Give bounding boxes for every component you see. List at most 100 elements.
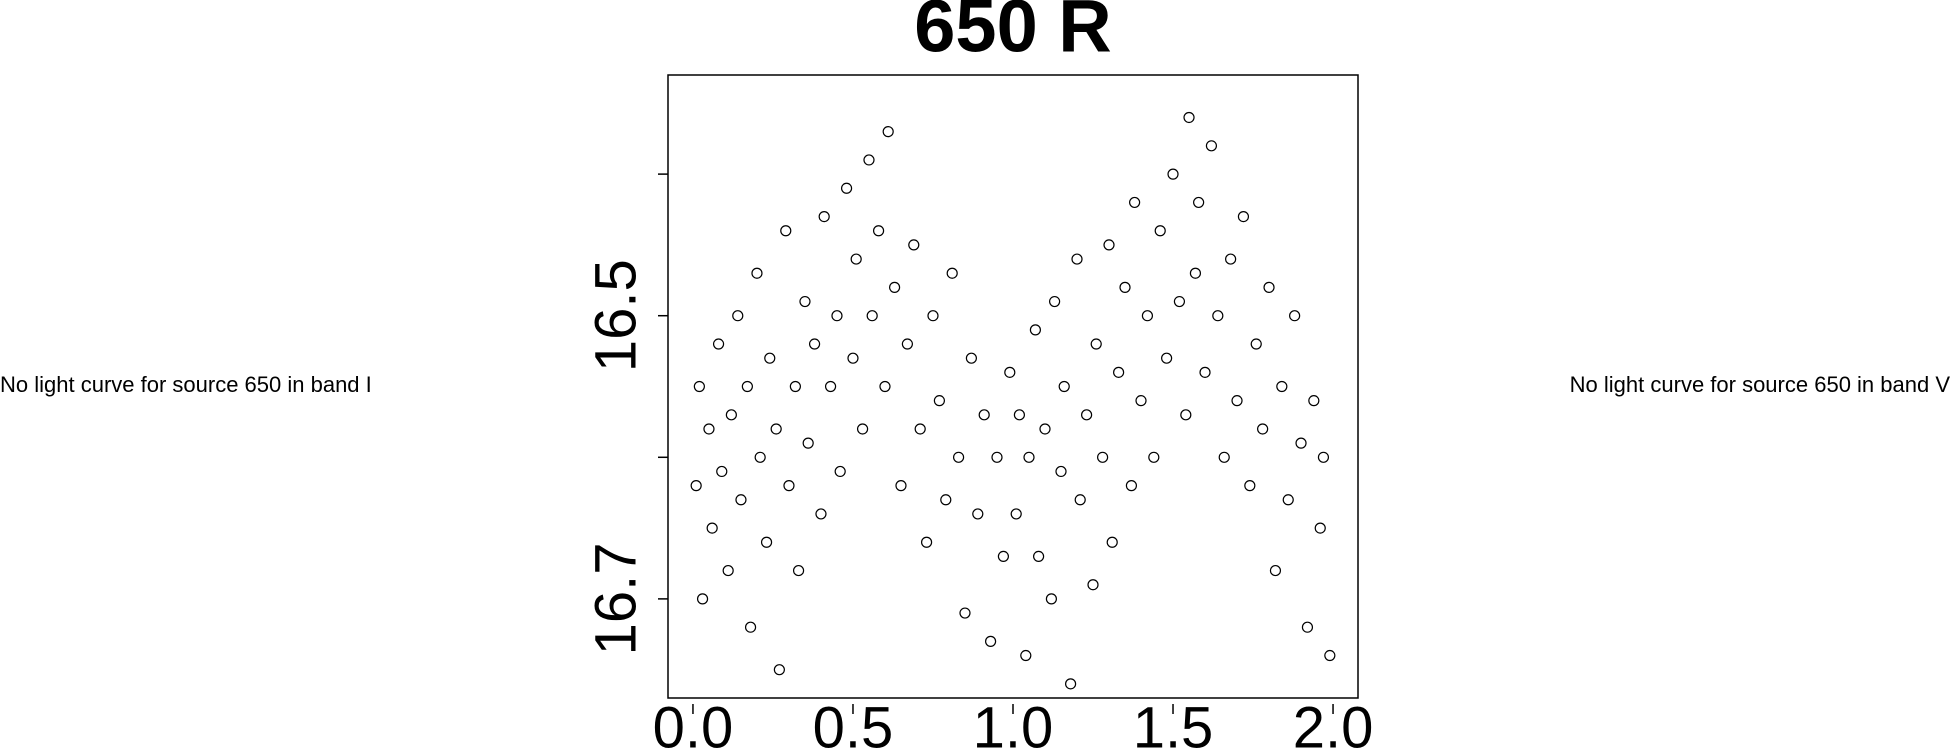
point — [1199, 366, 1211, 378]
point — [840, 182, 853, 194]
point — [914, 423, 926, 435]
point — [866, 310, 878, 322]
point — [1087, 579, 1099, 591]
point — [1180, 409, 1192, 421]
point — [741, 380, 753, 393]
point — [1039, 423, 1051, 435]
point — [735, 494, 747, 506]
point — [1276, 380, 1288, 393]
point — [1090, 338, 1102, 350]
point — [933, 395, 945, 407]
chart-title: 650 R — [914, 0, 1111, 68]
point — [1119, 281, 1131, 293]
point — [1074, 494, 1086, 506]
point — [991, 451, 1003, 463]
point — [1317, 451, 1330, 463]
point — [732, 310, 744, 322]
point — [1173, 295, 1186, 308]
point — [815, 508, 827, 520]
point — [1250, 338, 1262, 350]
point — [1071, 253, 1083, 265]
annotation: No light curve for source 650 in band V — [1570, 372, 1951, 397]
point — [908, 239, 920, 251]
point — [831, 310, 843, 322]
point — [690, 480, 702, 492]
point — [1055, 465, 1067, 478]
point — [872, 225, 885, 237]
point — [693, 380, 705, 393]
point — [984, 635, 997, 647]
point — [901, 338, 913, 350]
point — [1135, 395, 1147, 407]
point — [751, 267, 763, 279]
point — [1020, 649, 1032, 662]
point — [1183, 111, 1195, 124]
point — [1029, 324, 1042, 336]
point — [1004, 366, 1016, 378]
plot-frame — [667, 74, 1359, 699]
point — [1129, 196, 1141, 209]
point — [1205, 140, 1218, 152]
point — [808, 338, 821, 350]
point — [1231, 395, 1243, 407]
point — [879, 380, 891, 393]
point — [1263, 281, 1275, 293]
point — [863, 154, 875, 166]
point — [1154, 225, 1166, 237]
point — [744, 621, 757, 633]
point — [997, 550, 1009, 563]
point — [792, 564, 805, 577]
point — [1314, 522, 1326, 534]
x-tick-label: 1.5 — [1133, 695, 1214, 756]
point — [959, 607, 971, 619]
x-tick-label: 2.0 — [1293, 695, 1374, 756]
point — [965, 352, 977, 364]
point — [1237, 210, 1250, 223]
point — [773, 664, 785, 676]
point — [1065, 678, 1077, 690]
point — [1097, 451, 1109, 463]
point — [703, 423, 715, 435]
point — [888, 281, 901, 293]
point — [1324, 649, 1336, 662]
point — [847, 352, 859, 364]
point — [1301, 621, 1314, 633]
point — [1058, 380, 1070, 393]
point — [1045, 593, 1058, 605]
point — [850, 253, 862, 265]
point — [1167, 168, 1179, 180]
y-tick-label: 16.5 — [583, 259, 648, 372]
point — [696, 593, 709, 605]
point — [770, 423, 782, 435]
point — [789, 380, 801, 393]
point — [1081, 409, 1093, 421]
annotation: No light curve for source 650 in band I — [0, 372, 372, 397]
y-tick-label: 16.7 — [583, 542, 648, 655]
point — [927, 310, 939, 322]
point — [1308, 395, 1320, 407]
point — [946, 267, 958, 279]
point — [725, 409, 737, 421]
point — [1161, 352, 1173, 364]
point — [722, 564, 734, 577]
point — [760, 536, 773, 548]
point — [895, 480, 907, 492]
point — [856, 423, 869, 435]
point — [1013, 409, 1026, 421]
point — [1010, 508, 1022, 520]
point — [1193, 196, 1205, 209]
point — [818, 210, 830, 223]
point — [1244, 480, 1256, 492]
point — [780, 225, 792, 237]
point — [716, 465, 728, 478]
point — [783, 480, 795, 492]
point — [1141, 310, 1154, 322]
point — [706, 522, 718, 534]
x-tick-label: 0.0 — [653, 695, 734, 756]
point — [1212, 310, 1224, 322]
point — [1125, 480, 1138, 492]
point — [824, 380, 837, 393]
point — [799, 295, 811, 308]
point — [1103, 239, 1115, 251]
